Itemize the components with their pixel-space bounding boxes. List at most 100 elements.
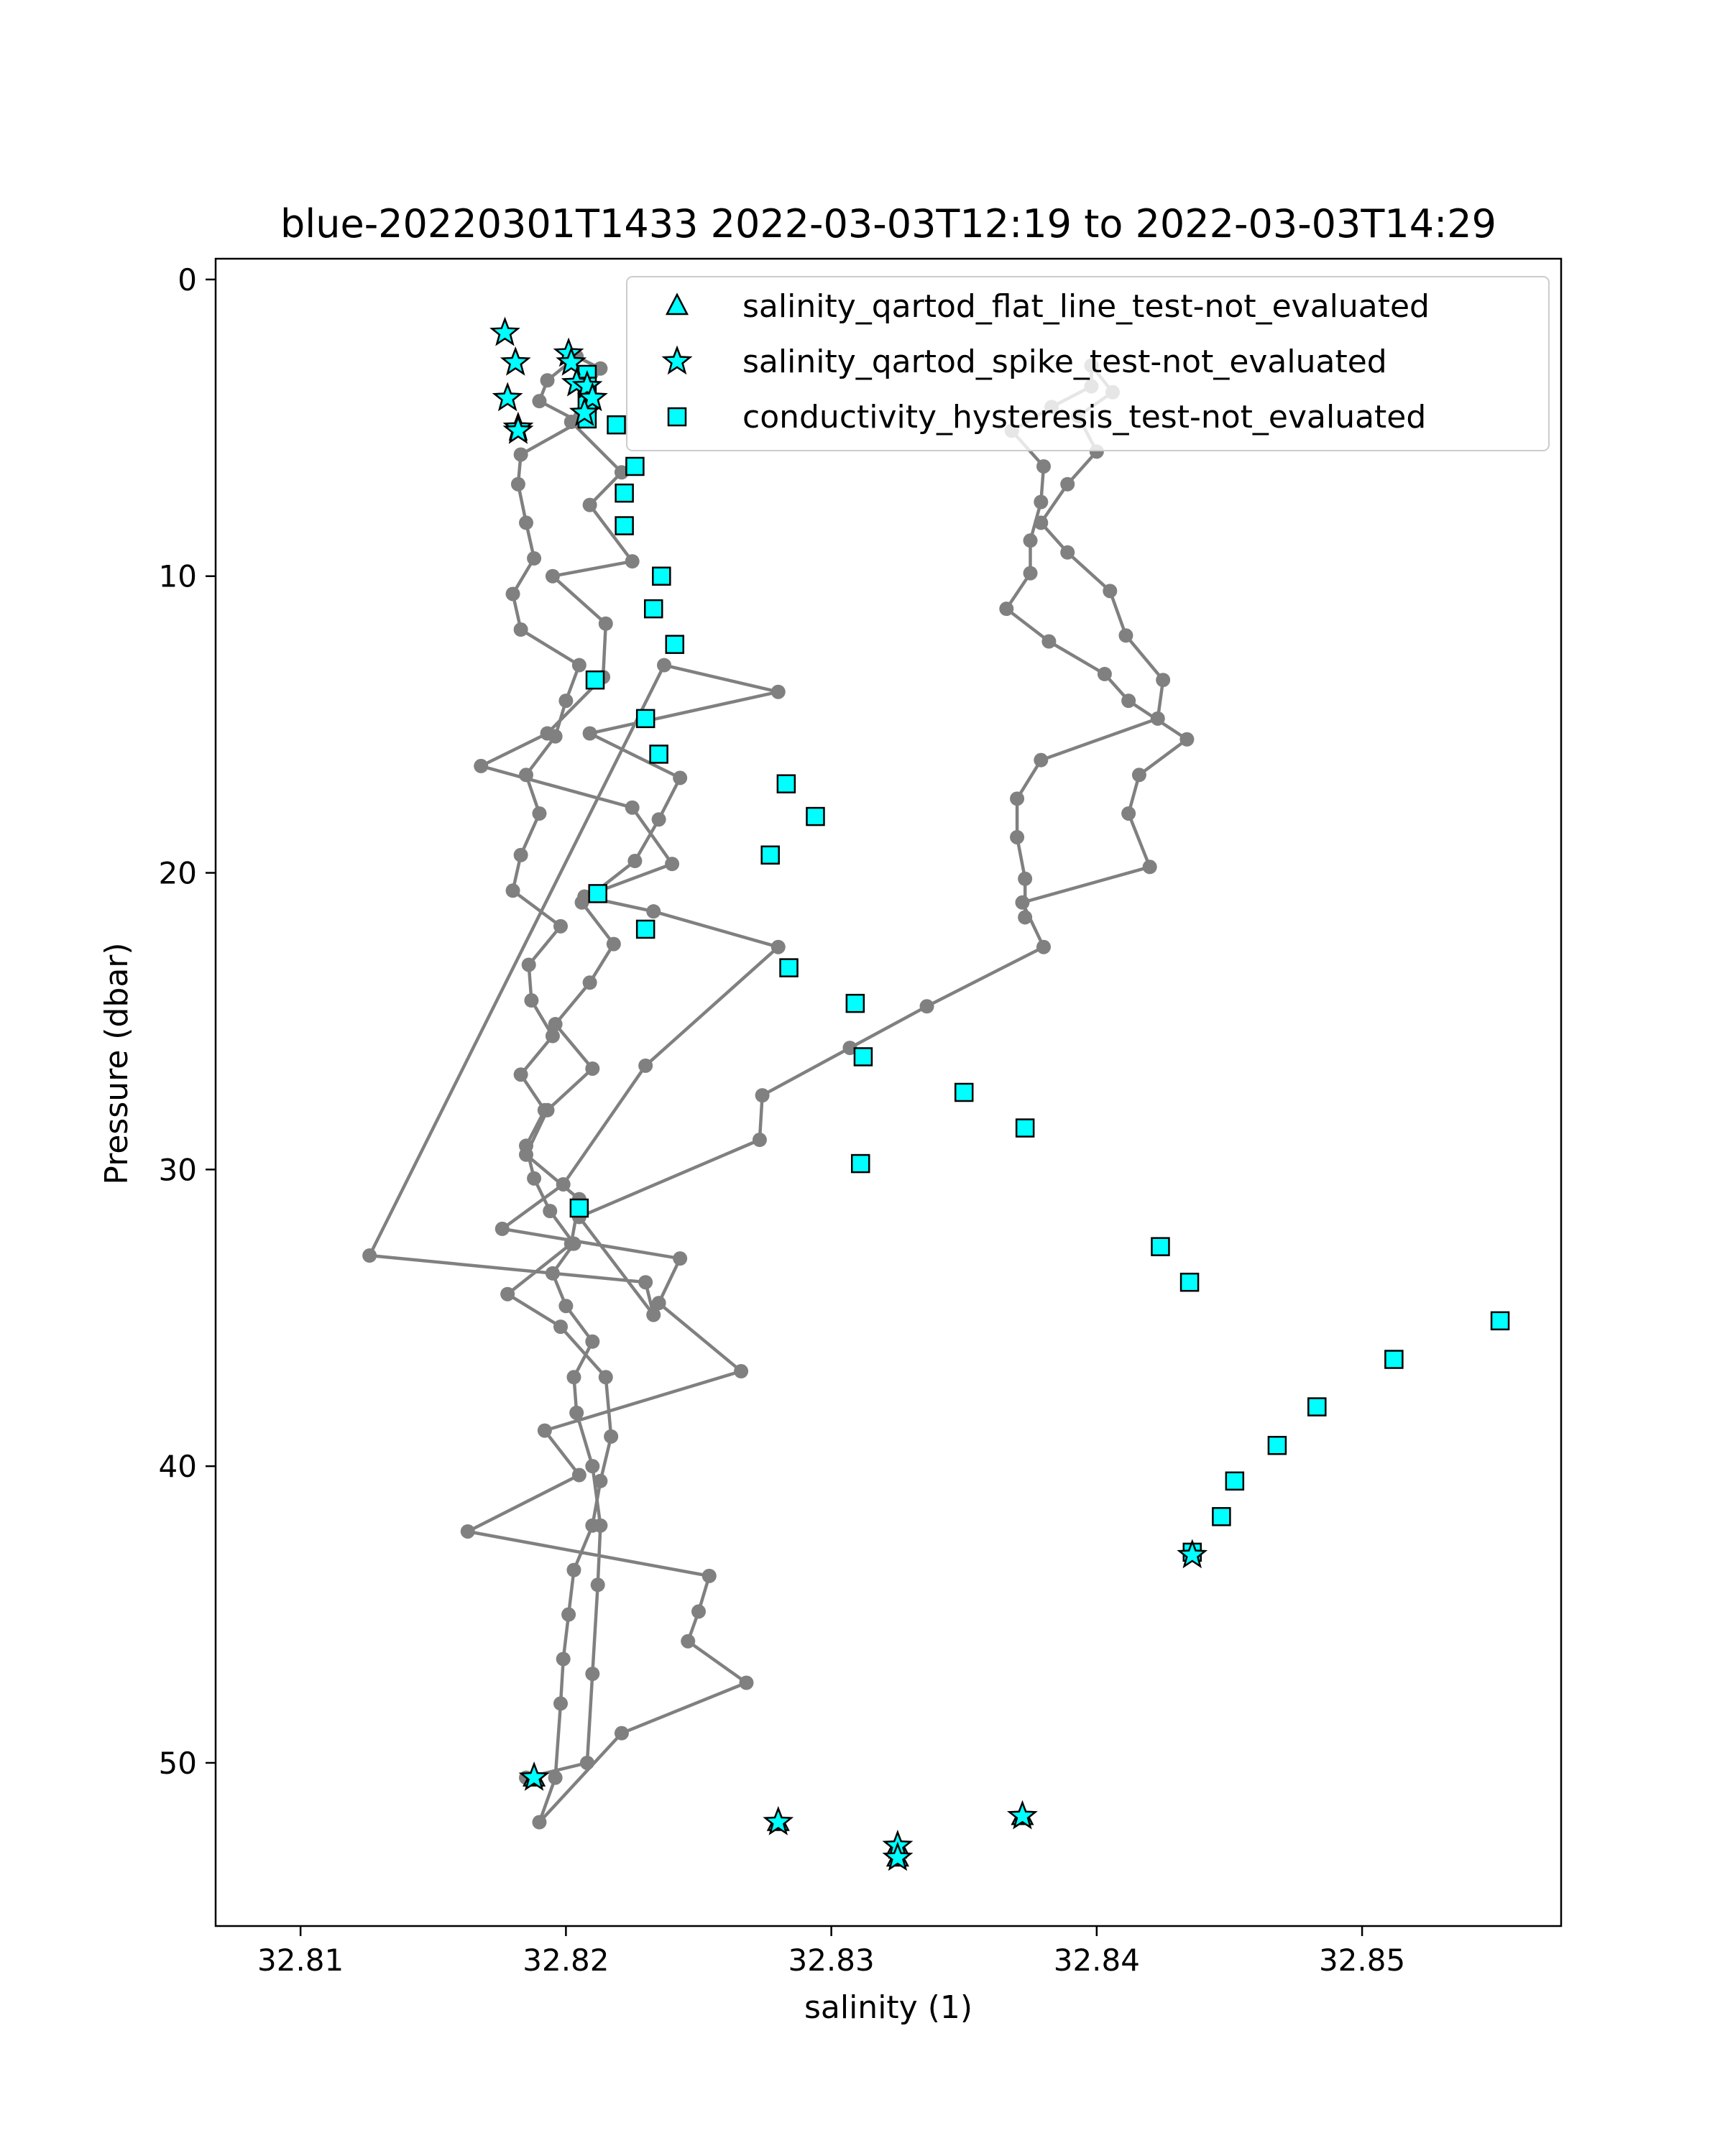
profile-point (513, 447, 528, 462)
profile-point (598, 1370, 613, 1385)
x-tick-label: 32.84 (1054, 1943, 1140, 1978)
profile-point (561, 1607, 576, 1622)
square-marker (1267, 1435, 1287, 1455)
y-tick-label: 30 (159, 1152, 197, 1187)
profile-point (1036, 459, 1051, 474)
profile-point (1036, 939, 1051, 954)
square-marker (760, 845, 780, 865)
profile-point (460, 1524, 475, 1539)
x-axis: 32.81 32.82 32.83 32.84 32.85 (257, 1926, 1405, 1978)
profile-point (691, 1604, 706, 1619)
square-marker (1307, 1397, 1327, 1416)
profile-point (513, 622, 528, 637)
profile-point (543, 1204, 558, 1219)
profile-point (651, 812, 666, 827)
profile-point (590, 1577, 605, 1593)
profile-point (593, 361, 608, 376)
profile-point (362, 1248, 377, 1263)
profile-point (614, 465, 629, 480)
square-marker (652, 566, 671, 586)
square-marker (853, 1047, 873, 1067)
profile-point (558, 694, 574, 709)
profile-point (1018, 910, 1033, 925)
x-axis-label: salinity (1) (804, 1989, 972, 2026)
profile-point (505, 883, 520, 898)
profile-point (734, 1364, 749, 1379)
profile-point (646, 904, 661, 919)
square-marker (1179, 1272, 1200, 1292)
profile-point (545, 1266, 560, 1281)
profile-point (1121, 806, 1136, 821)
profile-point (1034, 515, 1049, 530)
profile-point (681, 1634, 696, 1649)
profile-point (770, 684, 786, 699)
square-marker (643, 599, 663, 619)
profile-point (1131, 768, 1146, 783)
y-tick-label: 0 (178, 262, 197, 298)
legend-frame (626, 276, 1550, 451)
square-marker (615, 483, 634, 503)
square-marker (776, 774, 796, 793)
profile-point (625, 800, 640, 815)
y-tick-label: 10 (159, 559, 197, 594)
profile-point (1060, 545, 1075, 560)
profile-point (548, 1017, 563, 1032)
profile-point (564, 1236, 579, 1251)
profile-point (553, 918, 568, 934)
square-marker (954, 1082, 974, 1102)
legend-star-marker (661, 345, 693, 375)
profile-point (474, 758, 489, 773)
profile-point (569, 1405, 584, 1420)
profile-point (842, 1041, 857, 1056)
star-marker (556, 346, 587, 376)
profile-point (1018, 871, 1033, 886)
x-tick-label: 32.82 (523, 1943, 609, 1978)
profile-point (739, 1675, 754, 1690)
profile-point (500, 1286, 515, 1302)
profile-point (494, 1221, 510, 1236)
profile-point (524, 993, 539, 1008)
square-marker (850, 1153, 870, 1174)
star-marker (489, 316, 520, 346)
star-marker (763, 1805, 794, 1835)
profile-point (657, 658, 671, 673)
chart-title: blue-20220301T1433 2022-03-03T12:19 to 2… (280, 201, 1496, 247)
square-marker (588, 884, 607, 903)
profile-point (919, 999, 934, 1014)
profile-point (1034, 494, 1049, 510)
profile-point (604, 1429, 619, 1444)
square-marker (1225, 1471, 1245, 1491)
profile-point (519, 515, 533, 530)
profile-point (505, 586, 520, 602)
profile-point (540, 1102, 555, 1118)
profile-point (1010, 791, 1025, 806)
star-marker (500, 346, 531, 376)
profile-point (770, 939, 786, 954)
profile-point (527, 1171, 542, 1186)
profile-point (1010, 829, 1025, 844)
square-marker (1384, 1350, 1404, 1369)
profile-point (1142, 860, 1157, 875)
profile-point (673, 770, 688, 786)
square-marker (607, 415, 626, 435)
profile-point (627, 854, 643, 869)
legend-triangle-marker (665, 292, 689, 315)
profile-point (566, 1370, 581, 1385)
profile-point (519, 1147, 533, 1162)
profile-point (593, 1473, 608, 1488)
square-marker (779, 958, 799, 977)
profile-point (598, 616, 613, 631)
profile-point (1023, 566, 1038, 581)
profile-point (532, 806, 547, 821)
profile-point (625, 554, 640, 569)
profile-point (1118, 628, 1133, 643)
x-tick-label: 32.85 (1319, 1943, 1405, 1978)
square-marker (635, 919, 656, 939)
square-marker (1490, 1311, 1510, 1331)
square-marker (806, 806, 825, 826)
profile-point (527, 550, 542, 566)
profile-point (582, 497, 597, 512)
legend-square-marker (667, 407, 687, 427)
plot-area (362, 316, 1510, 1871)
